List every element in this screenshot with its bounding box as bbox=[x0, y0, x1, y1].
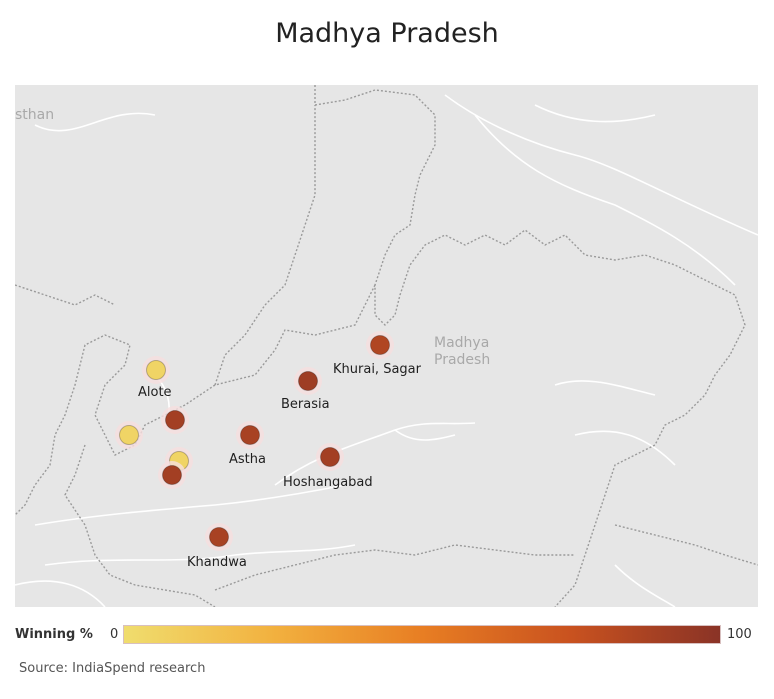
constituency-marker[interactable] bbox=[146, 360, 166, 380]
constituency-label: Khurai, Sagar bbox=[333, 362, 421, 377]
legend-title: Winning % bbox=[15, 627, 93, 642]
legend-min-label: 0 bbox=[110, 627, 119, 642]
constituency-label: Hoshangabad bbox=[283, 475, 373, 490]
constituency-label: Khandwa bbox=[187, 555, 247, 570]
constituency-markers bbox=[115, 331, 394, 551]
constituency-label: Astha bbox=[229, 452, 266, 467]
color-legend: Winning % 0 100 bbox=[15, 622, 758, 648]
constituency-marker[interactable] bbox=[320, 447, 340, 467]
map-title: Madhya Pradesh bbox=[275, 18, 499, 49]
constituency-marker[interactable] bbox=[165, 410, 185, 430]
map-canvas[interactable]: Madhya Pradesh sthan Alote Berasia Khurai,… bbox=[15, 85, 758, 607]
constituency-marker[interactable] bbox=[209, 527, 229, 547]
constituency-marker[interactable] bbox=[119, 425, 139, 445]
legend-max-label: 100 bbox=[727, 627, 752, 642]
constituency-label: Berasia bbox=[281, 397, 330, 412]
constituency-marker[interactable] bbox=[298, 371, 318, 391]
map-base bbox=[15, 85, 758, 607]
state-boundary bbox=[15, 85, 758, 607]
constituency-marker[interactable] bbox=[162, 465, 182, 485]
source-note: Source: IndiaSpend research bbox=[19, 661, 206, 676]
constituency-label: Alote bbox=[138, 385, 172, 400]
legend-gradient-bar bbox=[123, 625, 721, 644]
constituency-marker[interactable] bbox=[240, 425, 260, 445]
constituency-marker[interactable] bbox=[370, 335, 390, 355]
neighbor-region-label: sthan bbox=[15, 107, 55, 123]
state-region-label: Madhya Pradesh bbox=[434, 335, 491, 368]
